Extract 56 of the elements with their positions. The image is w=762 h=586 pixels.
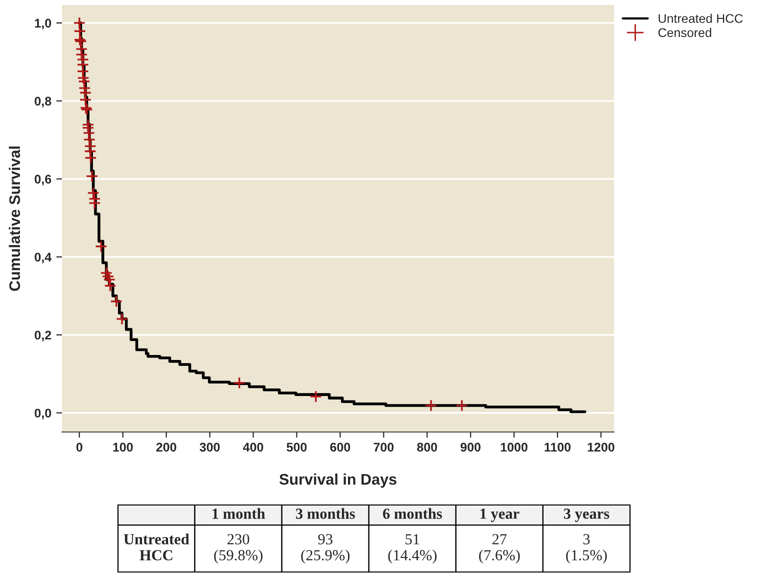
point — [100, 266, 113, 280]
x-axis-title: Survival in Days — [279, 474, 396, 488]
point — [102, 270, 114, 283]
point — [87, 186, 100, 200]
point — [84, 152, 97, 164]
y-tick-label: 0,8 — [34, 96, 52, 108]
x-tick-label: 300 — [200, 442, 220, 452]
point — [79, 94, 92, 106]
point — [110, 295, 123, 308]
point — [116, 312, 128, 326]
y-tick-label: 1,0 — [34, 18, 52, 30]
y-tick-label: 0,2 — [34, 330, 52, 342]
legend-label: Untreated HCC — [658, 14, 743, 23]
x-tick-label: 1000 — [500, 442, 528, 452]
y-tick-label: 0,0 — [34, 408, 52, 420]
point — [77, 72, 90, 84]
point — [88, 196, 101, 210]
text: 3 months — [296, 508, 355, 519]
text: 3 (1.5%) — [566, 534, 607, 564]
point — [310, 390, 322, 403]
point — [94, 240, 108, 253]
point — [86, 170, 98, 182]
point — [73, 16, 86, 30]
point — [74, 24, 86, 38]
x-tick-label: 200 — [156, 442, 176, 452]
x-tick-label: 500 — [286, 442, 307, 452]
y-tick-label: 0,6 — [34, 174, 52, 186]
point — [424, 399, 438, 412]
text: 1 month — [212, 508, 266, 519]
point — [76, 65, 90, 78]
x-tick-label: 0 — [76, 442, 82, 452]
legend-label: Censored — [658, 28, 712, 38]
point — [78, 75, 90, 88]
y-tick-label: 0,4 — [34, 252, 52, 264]
text: 27 (7.6%) — [479, 534, 520, 564]
point — [104, 280, 116, 292]
text: 3 years — [564, 508, 610, 522]
x-tick-label: 100 — [113, 442, 133, 452]
x-tick-label: 700 — [374, 442, 394, 452]
x-tick-label: 900 — [460, 442, 480, 452]
x-tick-label: 600 — [330, 442, 350, 452]
x-tick-label: 400 — [243, 442, 264, 452]
text: 1 year — [480, 508, 520, 522]
y-axis-title: Cumulative Survival — [8, 146, 20, 291]
text: 93 (25.9%) — [301, 534, 350, 564]
text: 230 (59.8%) — [214, 534, 262, 564]
x-tick-label: 1100 — [544, 442, 571, 452]
point — [103, 273, 116, 286]
text: Untreated HCC — [124, 534, 190, 560]
text: 51 (14.4%) — [388, 534, 437, 564]
x-tick-label: 800 — [417, 442, 438, 452]
x-tick-label: 1200 — [588, 442, 614, 452]
point — [456, 399, 468, 412]
text: 6 months — [383, 508, 442, 519]
point — [83, 133, 96, 146]
point — [233, 376, 246, 390]
